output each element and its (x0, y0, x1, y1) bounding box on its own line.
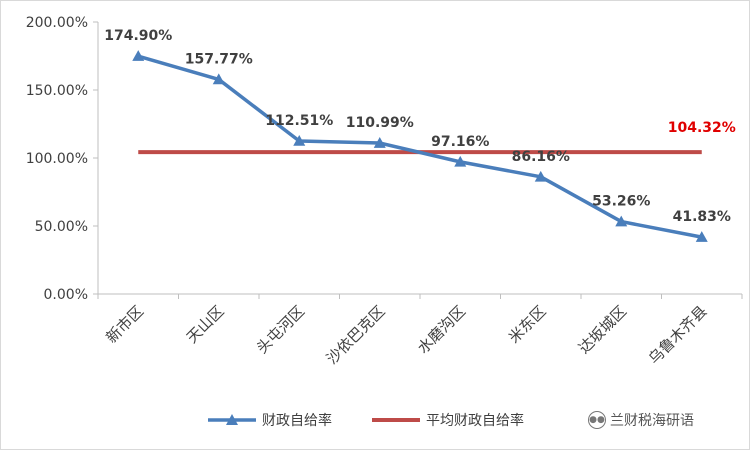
x-category-label: 新市区 (103, 302, 148, 347)
average-data-label: 104.32% (668, 120, 736, 136)
data-label: 112.51% (265, 113, 333, 129)
x-category-label: 达坂城区 (575, 302, 630, 357)
x-category-label: 头屯河区 (253, 302, 308, 357)
y-tick-label: 200.00% (26, 15, 88, 31)
series-main (132, 50, 708, 242)
y-tick-label: 50.00% (35, 219, 88, 235)
x-category-label: 天山区 (183, 302, 228, 347)
data-label: 86.16% (512, 149, 570, 165)
legend: 财政自给率 平均财政自给率 (208, 412, 524, 429)
data-point-marker (534, 170, 547, 182)
y-tick-label: 100.00% (26, 151, 88, 167)
x-category-label: 沙依巴克区 (323, 302, 389, 368)
data-label: 174.90% (104, 28, 172, 44)
data-point-marker (454, 155, 467, 167)
y-tick-label: 0.00% (44, 287, 88, 303)
x-category-label: 米东区 (505, 302, 550, 347)
data-point-marker (293, 134, 306, 146)
data-label: 110.99% (346, 115, 414, 131)
x-category-label: 乌鲁木齐县 (645, 302, 711, 368)
x-category-label: 水磨沟区 (414, 302, 469, 357)
legend-marker-main (226, 414, 238, 425)
data-point-marker (695, 231, 708, 242)
axes: 0.00% 50.00% 100.00% 150.00% 200.00% 新市区 天山区 头屯… (26, 15, 743, 368)
data-labels: 174.90% 157.77% 112.51% 110.99% 97.16% 86.16%… (104, 28, 736, 225)
main-line (137, 54, 703, 239)
data-point-marker (373, 137, 386, 148)
y-tick-label: 150.00% (26, 83, 88, 99)
data-label: 157.77% (185, 51, 253, 67)
data-point-marker (132, 50, 145, 61)
data-point-marker (212, 73, 225, 85)
data-point-marker (615, 215, 628, 227)
watermark: ●● 兰财税海研语 (588, 410, 694, 430)
data-label: 41.83% (673, 209, 731, 225)
data-label: 53.26% (592, 194, 650, 210)
watermark-text: 兰财税海研语 (610, 413, 694, 429)
legend-label-main: 财政自给率 (262, 412, 332, 429)
wechat-icon: ●● (588, 411, 606, 429)
legend-label-average: 平均财政自给率 (426, 412, 524, 429)
data-label: 97.16% (431, 134, 489, 150)
